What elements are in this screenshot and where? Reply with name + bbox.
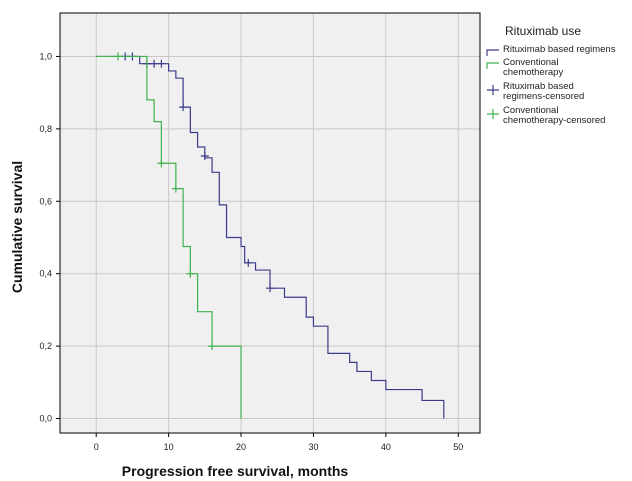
legend-censor-key <box>487 85 499 95</box>
censor-mark <box>150 59 159 68</box>
censor-mark <box>157 59 166 68</box>
x-tick-label: 30 <box>308 442 318 452</box>
y-tick-label: 0,4 <box>39 269 52 279</box>
y-axis-title: Cumulative survival <box>9 161 25 293</box>
plot-frame <box>59 12 481 434</box>
legend-entry-label-line2: regimens-censored <box>503 91 584 102</box>
censor-mark <box>186 269 195 278</box>
y-tick-label: 0,6 <box>39 196 52 206</box>
legend-entry-label: Conventional <box>503 57 558 68</box>
legend-entry-label: Rituximab based <box>503 81 574 92</box>
censor-mark <box>200 152 209 161</box>
plot-background <box>60 13 480 433</box>
censor-mark <box>113 52 122 61</box>
censor-mark <box>266 284 274 293</box>
survival-curve-1 <box>96 55 242 419</box>
censor-mark <box>244 258 253 267</box>
y-tick-label: 1,0 <box>39 51 52 61</box>
legend-line-key <box>486 49 499 56</box>
censor-mark <box>208 342 217 351</box>
censor-mark <box>179 103 188 112</box>
legend-line-key <box>486 62 499 69</box>
x-tick-label: 10 <box>164 442 174 452</box>
censor-mark <box>157 159 166 168</box>
x-tick-label: 50 <box>453 442 463 452</box>
legend-title: Rituximab use <box>505 24 581 38</box>
legend-entry-label-line2: chemotherapy-censored <box>503 115 605 126</box>
legend-entry-label: Rituximab based regimens <box>503 44 616 55</box>
x-tick-label: 0 <box>94 442 99 452</box>
censor-mark <box>171 184 180 193</box>
axis-ticks: 0 10 20 30 40 50 0,0 0,2 0,4 0,6 0,8 1,0 <box>39 51 463 452</box>
legend-entry-label: Conventional <box>503 105 558 116</box>
series-layer <box>96 52 445 419</box>
y-tick-label: 0,2 <box>39 341 52 351</box>
legend-entry-label-line2: chemotherapy <box>503 67 563 78</box>
x-axis-title: Progression free survival, months <box>122 463 349 479</box>
y-tick-label: 0,8 <box>39 124 52 134</box>
legend-censor-key <box>487 109 499 119</box>
legend: Rituximab use Rituximab based regimens Co… <box>486 24 616 126</box>
x-tick-label: 40 <box>381 442 391 452</box>
y-tick-label: 0,0 <box>39 414 52 424</box>
x-tick-label: 20 <box>236 442 246 452</box>
